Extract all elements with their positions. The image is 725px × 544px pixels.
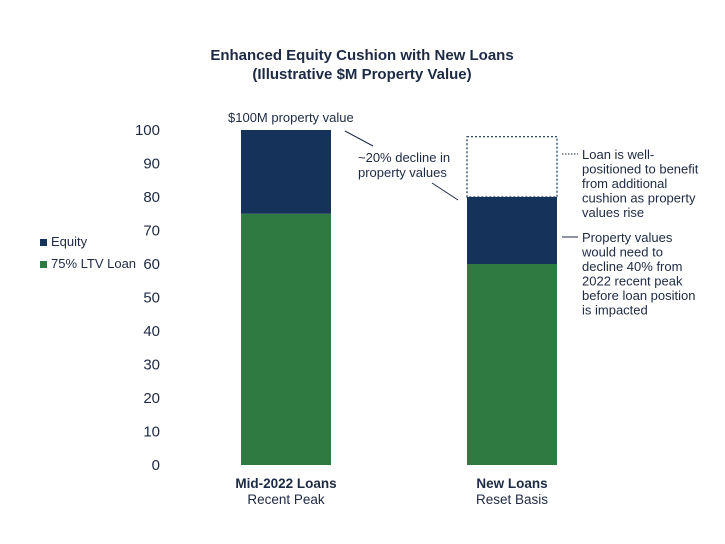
annotation-cushion-line-5: values rise xyxy=(582,205,644,220)
decline-leader-line-bottom xyxy=(431,182,459,201)
y-tick-label-100: 100 xyxy=(135,122,160,139)
y-tick-label-70: 70 xyxy=(143,223,160,240)
annotation-decline-line-1: ~20% decline in xyxy=(358,150,450,165)
y-tick-label-0: 0 xyxy=(152,457,160,474)
y-tick-label-90: 90 xyxy=(143,156,160,173)
y-tick-label-40: 40 xyxy=(143,323,160,340)
annotation-peak-line-1: Property values xyxy=(582,230,673,245)
legend-label-1: Equity xyxy=(51,234,88,249)
annotation-cushion-line-4: cushion as property xyxy=(582,191,696,206)
cushion-box xyxy=(466,136,558,198)
annotation-peak-line-5: before loan position xyxy=(582,288,695,303)
annotation-decline-line-2: property values xyxy=(358,165,447,180)
annotation-peak-line-2: would need to xyxy=(581,245,663,260)
y-tick-label-20: 20 xyxy=(143,390,160,407)
annotation-peak-line-4: 2022 recent peak xyxy=(582,274,683,289)
category-label-2: New Loans xyxy=(476,476,547,491)
annotation-peak-line-3: decline 40% from xyxy=(582,259,682,274)
annotation-cushion-line-3: from additional xyxy=(582,176,667,191)
annotation-cushion-line-2: positioned to benefit xyxy=(582,162,699,177)
bar-75-ltv-loan-1 xyxy=(241,213,331,465)
legend-label-2: 75% LTV Loan xyxy=(51,256,136,271)
decline-leader-line-top xyxy=(344,130,374,147)
bar-equity-2 xyxy=(467,197,557,264)
annotation-cushion-line-1: Loan is well- xyxy=(582,147,654,162)
annotation-property-value: $100M property value xyxy=(228,110,354,125)
bar-75-ltv-loan-2 xyxy=(467,264,557,465)
category-sublabel-1: Recent Peak xyxy=(247,492,325,507)
category-label-1: Mid-2022 Loans xyxy=(235,476,336,491)
chart-title-line-1: Enhanced Equity Cushion with New Loans xyxy=(210,47,513,64)
y-tick-label-50: 50 xyxy=(143,290,160,307)
annotation-peak-line-6: is impacted xyxy=(582,303,648,318)
bar-equity-1 xyxy=(241,130,331,214)
y-tick-label-30: 30 xyxy=(143,357,160,374)
y-tick-label-10: 10 xyxy=(143,424,160,441)
category-sublabel-2: Reset Basis xyxy=(476,492,548,507)
y-tick-label-80: 80 xyxy=(143,189,160,206)
legend-swatch-1 xyxy=(40,239,47,246)
y-tick-label-60: 60 xyxy=(143,256,160,273)
legend-swatch-2 xyxy=(40,261,47,268)
chart-title-line-2: (Illustrative $M Property Value) xyxy=(252,66,471,83)
